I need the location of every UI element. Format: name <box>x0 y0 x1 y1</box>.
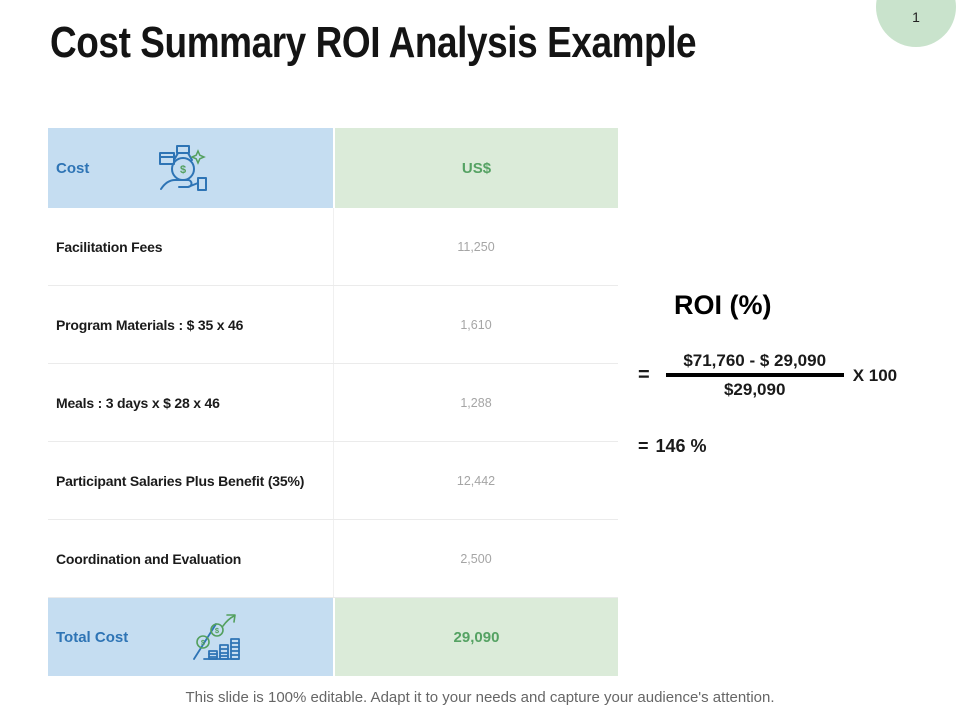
roi-heading: ROI (%) <box>674 290 772 320</box>
total-label-cell: Total Cost <box>48 598 333 676</box>
row-value: 1,288 <box>460 395 492 410</box>
page-number: 1 <box>912 9 920 25</box>
row-label-cell: Meals : 3 days x $ 28 x 46 <box>48 364 333 441</box>
table-row: Coordination and Evaluation 2,500 <box>48 520 618 598</box>
currency-header-label: US$ <box>461 159 492 177</box>
table-row: Participant Salaries Plus Benefit (35%) … <box>48 442 618 520</box>
roi-fraction: $71,760 - $ 29,090 $29,090 <box>665 351 844 400</box>
svg-text:$: $ <box>215 626 220 635</box>
table-header-row: Cost $ <box>48 128 618 208</box>
svg-text:$: $ <box>201 638 206 647</box>
row-label-cell: Coordination and Evaluation <box>48 520 333 597</box>
row-label-cell: Facilitation Fees <box>48 208 333 285</box>
row-value-cell: 1,610 <box>333 286 618 363</box>
roi-equals-sign: = <box>638 364 650 386</box>
page-title: Cost Summary ROI Analysis Example <box>50 18 697 67</box>
cost-header-cell: Cost $ <box>48 128 333 208</box>
total-value-cell: 29,090 <box>333 598 618 676</box>
currency-header-cell: US$ <box>333 128 618 208</box>
roi-multiplier: X 100 <box>852 365 898 385</box>
cost-header-label: Cost <box>56 159 90 177</box>
row-value-cell: 1,288 <box>333 364 618 441</box>
svg-text:$: $ <box>180 164 186 176</box>
table-row: Facilitation Fees 11,250 <box>48 208 618 286</box>
growth-chart-coins-icon: $ $ <box>190 611 241 663</box>
table-row: Program Materials : $ 35 x 46 1,610 <box>48 286 618 364</box>
row-value-cell: 12,442 <box>333 442 618 519</box>
cost-table: Cost $ <box>48 128 618 676</box>
row-value: 2,500 <box>460 551 492 566</box>
roi-numerator: $71,760 - $ 29,090 <box>683 351 827 370</box>
total-label: Total Cost <box>56 628 129 646</box>
hand-holding-money-bag-icon: $ <box>157 140 209 196</box>
row-value: 1,610 <box>460 317 492 332</box>
row-value-cell: 2,500 <box>333 520 618 597</box>
page-number-badge: 1 <box>876 0 956 47</box>
row-value: 12,442 <box>456 473 496 488</box>
total-value: 29,090 <box>453 628 500 646</box>
roi-block: ROI (%) = $71,760 - $ 29,090 $29,090 X 1… <box>630 290 950 457</box>
row-value: 11,250 <box>457 239 495 254</box>
row-value-cell: 11,250 <box>333 208 618 285</box>
footer-note: This slide is 100% editable. Adapt it to… <box>185 689 775 706</box>
row-label: Program Materials : $ 35 x 46 <box>56 316 244 333</box>
table-row: Meals : 3 days x $ 28 x 46 1,288 <box>48 364 618 442</box>
row-label-cell: Program Materials : $ 35 x 46 <box>48 286 333 363</box>
row-label-cell: Participant Salaries Plus Benefit (35%) <box>48 442 333 519</box>
table-total-row: Total Cost <box>48 598 618 676</box>
roi-result: = 146 % <box>638 436 950 457</box>
row-label: Meals : 3 days x $ 28 x 46 <box>56 394 220 411</box>
roi-formula: = $71,760 - $ 29,090 $29,090 X 100 <box>638 351 950 400</box>
fraction-bar <box>665 373 844 377</box>
row-label: Participant Salaries Plus Benefit (35%) <box>56 472 305 489</box>
row-label: Coordination and Evaluation <box>56 550 242 567</box>
roi-result-equals: = <box>638 436 649 456</box>
roi-result-value: 146 % <box>655 436 707 456</box>
roi-denominator: $29,090 <box>723 380 786 399</box>
row-label: Facilitation Fees <box>56 238 163 255</box>
